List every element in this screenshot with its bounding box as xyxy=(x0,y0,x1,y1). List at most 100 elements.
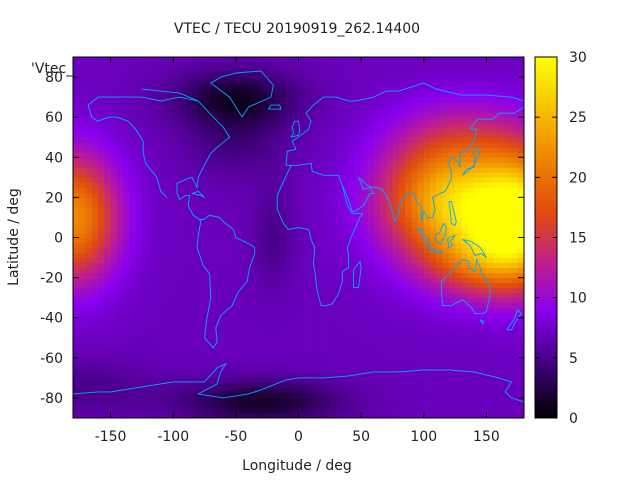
heatmap-cell xyxy=(354,182,362,188)
heatmap-cell xyxy=(129,97,137,103)
heatmap-cell xyxy=(505,237,512,243)
heatmap-cell xyxy=(242,382,249,389)
heatmap-cell xyxy=(323,327,331,334)
heatmap-cell xyxy=(505,272,512,279)
heatmap-cell xyxy=(498,377,506,384)
heatmap-cell xyxy=(279,382,287,389)
heatmap-cell xyxy=(223,167,230,173)
heatmap-cell xyxy=(179,317,187,324)
heatmap-cell xyxy=(166,382,174,389)
heatmap-cell xyxy=(217,332,224,339)
heatmap-cell xyxy=(260,197,268,203)
heatmap-cell xyxy=(329,267,337,273)
heatmap-cell xyxy=(404,387,412,394)
heatmap-cell xyxy=(260,222,268,228)
heatmap-cell xyxy=(179,382,187,389)
heatmap-cell xyxy=(160,207,168,213)
heatmap-cell xyxy=(91,407,99,414)
heatmap-cell xyxy=(116,367,124,374)
heatmap-cell xyxy=(279,307,287,314)
heatmap-cell xyxy=(329,152,337,158)
heatmap-cell xyxy=(323,197,331,203)
heatmap-cell xyxy=(141,177,149,183)
heatmap-cell xyxy=(329,347,337,354)
heatmap-cell xyxy=(392,312,400,319)
heatmap-cell xyxy=(436,187,443,193)
heatmap-cell xyxy=(235,72,243,78)
heatmap-cell xyxy=(336,227,343,233)
heatmap-cell xyxy=(235,387,243,394)
heatmap-cell xyxy=(148,392,155,399)
heatmap-cell xyxy=(417,252,425,258)
heatmap-cell xyxy=(304,192,312,198)
heatmap-cell xyxy=(135,277,143,284)
heatmap-cell xyxy=(185,212,193,218)
heatmap-cell xyxy=(229,362,237,369)
heatmap-cell xyxy=(505,137,512,143)
heatmap-cell xyxy=(336,232,343,238)
heatmap-cell xyxy=(248,207,256,213)
heatmap-cell xyxy=(311,122,318,128)
heatmap-cell xyxy=(91,87,99,93)
heatmap-cell xyxy=(379,387,387,394)
heatmap-cell xyxy=(461,382,469,389)
heatmap-cell xyxy=(430,297,437,304)
heatmap-cell xyxy=(467,372,475,379)
heatmap-cell xyxy=(129,407,137,414)
heatmap-cell xyxy=(505,132,512,138)
heatmap-cell xyxy=(204,387,212,394)
heatmap-cell xyxy=(223,352,230,359)
heatmap-cell xyxy=(498,217,506,223)
heatmap-cell xyxy=(304,227,312,233)
heatmap-cell xyxy=(398,162,406,168)
heatmap-cell xyxy=(123,297,130,304)
heatmap-cell xyxy=(123,272,130,279)
heatmap-cell xyxy=(248,302,256,309)
heatmap-cell xyxy=(154,212,162,218)
heatmap-cell xyxy=(254,127,262,133)
heatmap-cell xyxy=(342,367,350,374)
heatmap-cell xyxy=(480,227,487,233)
heatmap-cell xyxy=(91,187,99,193)
heatmap-cell xyxy=(292,357,299,364)
heatmap-cell xyxy=(386,377,393,384)
heatmap-cell xyxy=(229,277,237,284)
heatmap-cell xyxy=(348,162,356,168)
heatmap-cell xyxy=(116,242,124,248)
heatmap-cell xyxy=(361,377,368,384)
heatmap-cell xyxy=(361,117,368,123)
heatmap-cell xyxy=(110,182,118,188)
heatmap-cell xyxy=(311,167,318,173)
heatmap-cell xyxy=(467,262,475,268)
heatmap-cell xyxy=(311,132,318,138)
heatmap-cell xyxy=(486,297,494,304)
heatmap-cell xyxy=(486,82,494,88)
heatmap-cell xyxy=(110,207,118,213)
heatmap-cell xyxy=(204,107,212,113)
heatmap-cell xyxy=(361,372,368,379)
heatmap-cell xyxy=(248,362,256,369)
heatmap-cell xyxy=(285,392,293,399)
heatmap-cell xyxy=(73,157,80,163)
heatmap-cell xyxy=(73,72,80,78)
heatmap-cell xyxy=(104,232,111,238)
heatmap-cell xyxy=(473,402,481,409)
heatmap-cell xyxy=(467,237,475,243)
heatmap-cell xyxy=(129,162,137,168)
heatmap-cell xyxy=(379,127,387,133)
heatmap-cell xyxy=(285,287,293,294)
heatmap-cell xyxy=(135,252,143,258)
heatmap-cell xyxy=(110,267,118,273)
heatmap-cell xyxy=(373,342,381,349)
heatmap-cell xyxy=(185,392,193,399)
heatmap-cell xyxy=(461,112,469,118)
heatmap-cell xyxy=(467,72,475,78)
heatmap-cell xyxy=(492,187,500,193)
heatmap-cell xyxy=(260,152,268,158)
heatmap-cell xyxy=(386,312,393,319)
heatmap-cell xyxy=(129,112,137,118)
heatmap-cell xyxy=(392,252,400,258)
heatmap-cell xyxy=(141,287,149,294)
heatmap-cell xyxy=(192,272,199,279)
heatmap-cell xyxy=(279,282,287,289)
